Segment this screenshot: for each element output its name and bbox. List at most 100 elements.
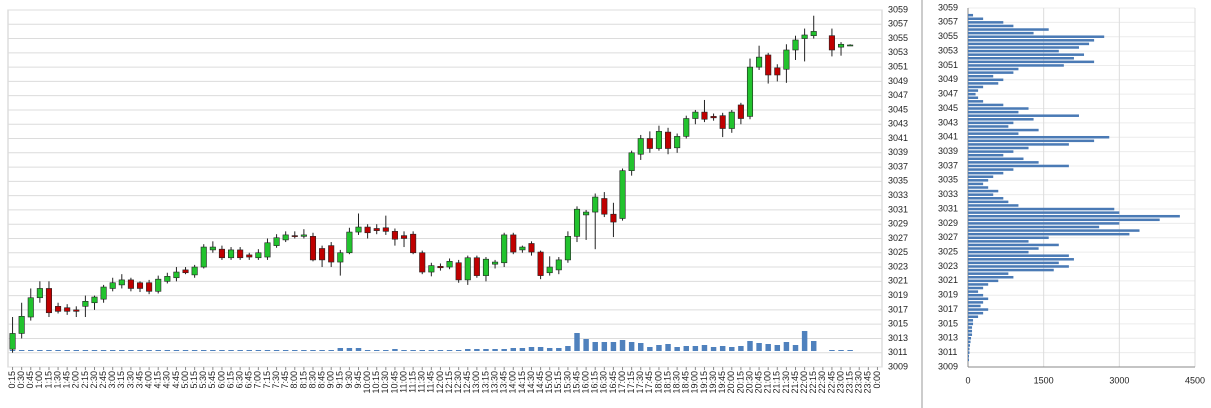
candle-body xyxy=(419,252,426,273)
volume-bar xyxy=(556,348,562,351)
x-tick-label: 7:15 xyxy=(262,371,272,389)
volume-bar xyxy=(392,349,398,351)
y-tick-label: 3039 xyxy=(888,147,908,157)
x-tick-label: 15:45 xyxy=(571,371,581,394)
volume-bar xyxy=(528,347,535,351)
volume-bar xyxy=(18,350,25,351)
x-tick-label: 23:00 xyxy=(835,371,845,394)
candle-body xyxy=(337,252,344,263)
x-tick-label: 3:30 xyxy=(125,371,135,389)
profile-bar xyxy=(968,265,1069,268)
profile-bar xyxy=(968,179,989,182)
volume-bar xyxy=(638,343,644,351)
candle-body xyxy=(391,231,398,240)
volume-bar xyxy=(428,350,435,351)
profile-bar xyxy=(968,157,1024,161)
x-tick-label: 7:00 xyxy=(253,371,263,389)
profile-bar xyxy=(968,218,1160,222)
candle-body xyxy=(783,49,790,70)
y-tick-label: 3047 xyxy=(938,89,958,99)
profile-bar xyxy=(968,279,999,283)
x-tick-label: 11:45 xyxy=(426,371,436,393)
x-tick-label: 23:15 xyxy=(845,371,855,394)
profile-bar xyxy=(968,175,994,178)
profile-bar xyxy=(968,118,1034,121)
volume-bar xyxy=(774,345,781,351)
profile-bar xyxy=(968,347,970,351)
profile-bar xyxy=(968,121,1014,125)
x-tick-label: 19:45 xyxy=(717,371,727,394)
volume-bar xyxy=(738,346,744,351)
y-tick-label: 3037 xyxy=(888,161,908,171)
volume-bar xyxy=(583,339,589,351)
candle-body xyxy=(637,138,644,155)
candle-body xyxy=(91,296,98,304)
candle-body xyxy=(482,258,489,276)
x-tick-label: 4:45 xyxy=(171,371,181,389)
volume-bar xyxy=(364,350,371,351)
candle-body xyxy=(373,228,380,231)
x-tick-label: 18:45 xyxy=(681,371,691,394)
volume-bar xyxy=(246,350,252,351)
profile-bar xyxy=(968,110,1019,114)
x-tick-label: 22:30 xyxy=(817,371,827,394)
candle-body xyxy=(346,231,353,254)
profile-bar xyxy=(968,31,1034,35)
x-tick-label: 14:00 xyxy=(508,371,518,394)
candle-body xyxy=(683,118,690,137)
profile-bar xyxy=(968,197,1004,200)
candle-body xyxy=(291,235,298,237)
x-tick-label: 20:45 xyxy=(753,371,763,394)
x-tick-label: 6:45 xyxy=(244,371,254,389)
x-tick-label: 2:00 xyxy=(71,371,81,389)
candle-body xyxy=(36,288,43,299)
profile-bar xyxy=(968,283,989,286)
profile-bar xyxy=(968,261,1059,265)
volume-bar xyxy=(328,350,334,351)
candle-body xyxy=(610,213,617,223)
x-tick-label: 5:15 xyxy=(189,371,199,389)
candle-body xyxy=(100,286,107,300)
profile-bar xyxy=(968,333,973,336)
volume-bar xyxy=(228,350,234,351)
x-tick-label: 17:00 xyxy=(617,371,627,394)
profile-bar xyxy=(968,258,1074,261)
profile-bar xyxy=(968,17,984,21)
y-tick-label: 3039 xyxy=(938,146,958,156)
y-tick-label: 3023 xyxy=(938,261,958,271)
profile-bar xyxy=(968,146,1029,150)
profile-bar xyxy=(968,53,1085,56)
volume-bar xyxy=(310,350,316,351)
volume-bar xyxy=(729,347,735,351)
candle-body xyxy=(364,226,371,234)
volume-bar xyxy=(628,342,635,351)
candle-body xyxy=(828,35,835,51)
volume-bar xyxy=(810,341,817,351)
volume-bar xyxy=(55,350,61,351)
candle-body xyxy=(9,333,16,350)
profile-bar xyxy=(968,150,1014,153)
profile-bar xyxy=(968,225,1100,229)
profile-bar xyxy=(968,139,1095,143)
candle-body xyxy=(837,43,845,48)
y-tick-label: 3029 xyxy=(888,219,908,229)
candle-body xyxy=(674,136,681,149)
candle-body xyxy=(136,282,144,289)
y-tick-label: 3021 xyxy=(938,275,958,285)
y-tick-label: 3015 xyxy=(888,319,908,329)
volume-bar xyxy=(492,349,498,351)
y-tick-label: 3047 xyxy=(888,90,908,100)
x-tick-label: 3:15 xyxy=(116,371,126,389)
volume-bar xyxy=(255,350,262,351)
profile-bar xyxy=(968,308,989,311)
y-tick-label: 3057 xyxy=(888,19,908,29)
profile-bar xyxy=(968,128,1039,132)
volume-bar xyxy=(46,350,52,351)
x-tick-label: 13:15 xyxy=(480,371,490,394)
profile-bar xyxy=(968,222,1120,225)
x-tick-label: 11:00 xyxy=(398,371,408,393)
volume-bar xyxy=(756,343,762,351)
profile-bar xyxy=(968,275,1014,279)
y-tick-label: 3009 xyxy=(938,361,958,371)
